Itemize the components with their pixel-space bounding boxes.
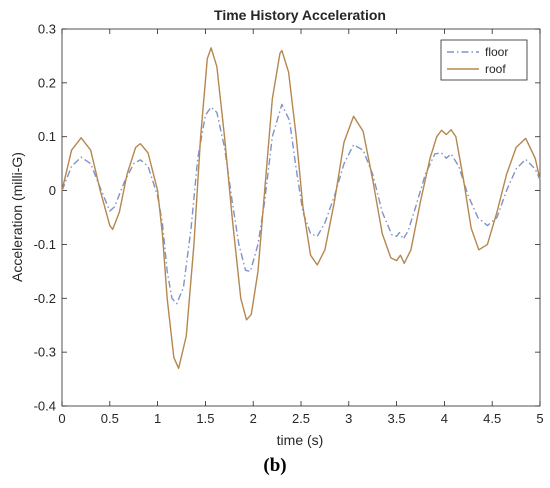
x-axis-label: time (s) — [277, 432, 324, 448]
x-tick-label: 4.5 — [483, 411, 501, 426]
y-tick-label: -0.4 — [34, 399, 56, 414]
legend-label-roof: roof — [485, 62, 506, 76]
legend: floor roof — [440, 39, 528, 81]
y-tick-label: 0.1 — [38, 129, 56, 144]
x-tick-label: 2.5 — [292, 411, 310, 426]
figure-caption: (b) — [263, 455, 287, 476]
x-tick-label: 0 — [58, 411, 65, 426]
series-roof-line — [61, 47, 541, 369]
y-tick-label: -0.3 — [34, 345, 56, 360]
x-tick-label: 1.5 — [196, 411, 214, 426]
y-tick-label: -0.1 — [34, 237, 56, 252]
y-tick-label: 0.2 — [38, 75, 56, 90]
x-tick-label: 1 — [154, 411, 161, 426]
x-tick-label: 0.5 — [101, 411, 119, 426]
x-tick-label: 3.5 — [388, 411, 406, 426]
y-tick-label: 0.3 — [38, 22, 56, 37]
x-tick-label: 2 — [250, 411, 257, 426]
y-axis-label: Acceleration (milli-G) — [9, 152, 25, 282]
x-tick-label: 3 — [345, 411, 352, 426]
chart-title: Time History Acceleration — [214, 7, 386, 23]
series-layer — [61, 47, 541, 369]
series-floor-line — [61, 103, 541, 305]
plot-area — [61, 28, 541, 407]
legend-box — [440, 39, 528, 81]
x-tick-label: 5 — [536, 411, 543, 426]
y-tick-label: 0 — [49, 183, 56, 198]
x-tick-label: 4 — [441, 411, 448, 426]
y-tick-label: -0.2 — [34, 291, 56, 306]
plot-frame — [61, 28, 541, 407]
legend-label-floor: floor — [485, 45, 508, 59]
axis-ticks: 0 0.5 1 1.5 2 2.5 3 3.5 4 4.5 5 -0.4 -0.3 -0.2 -0.1 0 0.… — [34, 22, 544, 427]
